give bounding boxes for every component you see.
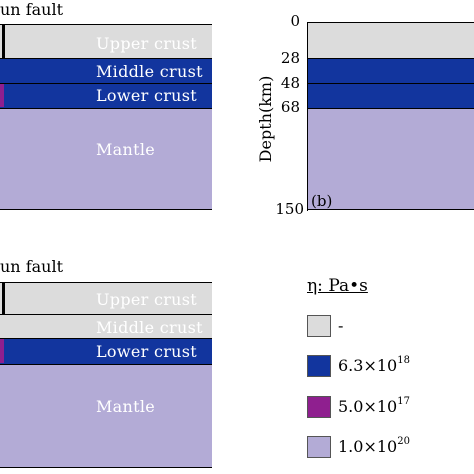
legend-value-blue: 6.3×1018 [338,355,410,375]
label-middle-crust-c: Middle crust [96,318,203,337]
legend-swatch-lavender [307,436,331,458]
layer-middle-crust-b [308,58,474,83]
legend-title: η: Pa•s [307,276,368,296]
fault-label-c: un fault [0,257,64,276]
tick-150: 150 [275,200,304,218]
legend-value-lavender: 1.0×1020 [338,436,410,456]
label-upper-crust-a: Upper crust [96,34,198,53]
legend-value-gray: - [338,316,344,335]
label-lower-crust-c: Lower crust [96,342,198,361]
legend-swatch-purple [307,396,331,418]
legend-swatch-blue [307,355,331,377]
label-lower-crust-a: Lower crust [96,86,198,105]
layer-mantle-b [308,108,474,210]
legend-value-purple: 5.0×1017 [338,396,410,416]
label-mantle-c: Mantle [96,397,156,416]
layer-upper-crust-c [0,282,212,314]
panel-tag-b: (b) [311,192,333,210]
layer-middle-crust-a [0,58,212,83]
lower-crust-purple-strip-c [0,339,4,363]
layer-upper-crust-b [308,22,474,58]
fault-line-a [2,24,5,58]
tick-28: 28 [280,49,300,67]
fault-label-a: un fault [0,0,64,19]
tick-68: 68 [280,98,300,116]
tick-0: 0 [290,12,300,30]
label-mantle-a: Mantle [96,140,156,159]
lower-crust-purple-strip-a [0,84,4,107]
layer-mantle-c [0,364,212,468]
layer-lower-crust-c [0,338,212,364]
axis-line-b [307,22,308,211]
tick-48: 48 [280,74,300,92]
layer-middle-crust-c [0,314,212,338]
label-upper-crust-c: Upper crust [96,290,198,309]
layer-lower-crust-a [0,83,212,108]
layer-lower-crust-b [308,83,474,108]
fault-line-c [2,282,5,314]
layer-mantle-a [0,108,212,210]
label-middle-crust-a: Middle crust [96,62,203,81]
legend-swatch-gray [307,315,331,337]
layer-upper-crust-a [0,24,212,58]
